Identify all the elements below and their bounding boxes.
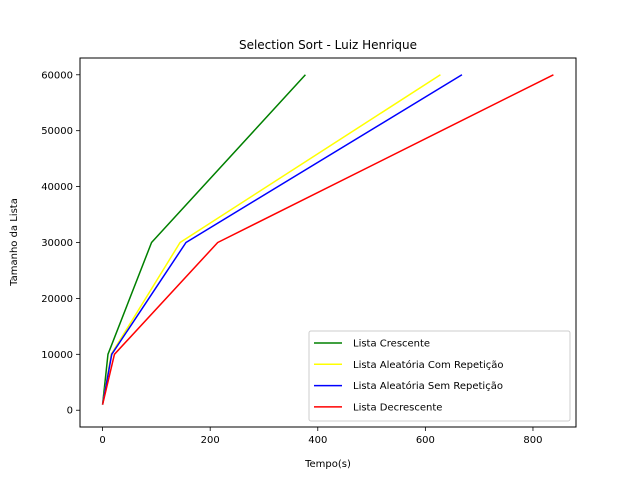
y-tick-label: 20000: [41, 294, 73, 305]
y-tick-label: 10000: [41, 350, 73, 361]
y-tick-label: 50000: [41, 126, 73, 137]
legend-label-3: Lista Aleatória Sem Repetição: [353, 380, 503, 392]
y-tick-label: 0: [67, 406, 73, 417]
x-tick-label: 600: [416, 435, 435, 446]
y-tick-label: 60000: [41, 70, 73, 81]
x-tick-label: 0: [99, 435, 105, 446]
y-tick-label: 40000: [41, 182, 73, 193]
y-tick-label: 30000: [41, 238, 73, 249]
legend-label-1: Lista Crescente: [353, 339, 430, 350]
x-tick-label: 800: [523, 435, 542, 446]
legend-label-4: Lista Decrescente: [353, 402, 442, 413]
series-line-1: [101, 74, 306, 405]
x-axis: 0 200 400 600 800: [99, 427, 543, 446]
x-tick-label: 200: [201, 435, 220, 446]
legend-box: [308, 330, 571, 422]
y-axis: 0 10000 20000 30000 40000 50000 60000: [41, 70, 80, 417]
legend-label-2: Lista Aleatória Com Repetição: [353, 359, 504, 371]
series-line-3: [101, 74, 463, 405]
chart-title: Selection Sort - Luiz Henrique: [239, 38, 417, 52]
y-axis-label: Tamanho da Lista: [9, 198, 20, 287]
legend: Lista Crescente Lista Aleatória Com Repet…: [308, 330, 571, 422]
series-line-4: [101, 74, 554, 405]
x-axis-label: Tempo(s): [304, 459, 351, 470]
x-tick-label: 400: [308, 435, 327, 446]
plot-lines: [101, 74, 554, 405]
